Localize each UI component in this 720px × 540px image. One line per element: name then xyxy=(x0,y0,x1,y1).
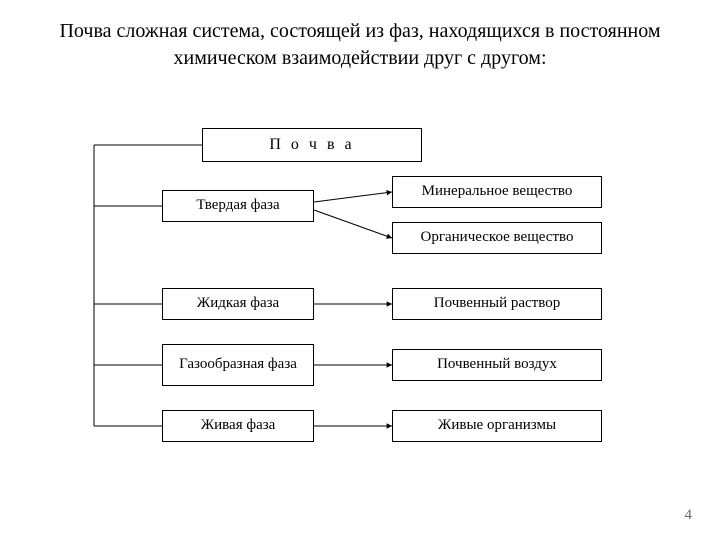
node-liquid: Жидкая фаза xyxy=(162,288,314,320)
node-gas: Газообразная фаза xyxy=(162,344,314,386)
page-title: Почва сложная система, состоящей из фаз,… xyxy=(50,18,670,72)
node-solid: Твердая фаза xyxy=(162,190,314,222)
page-number: 4 xyxy=(685,507,693,524)
node-living: Живая фаза xyxy=(162,410,314,442)
node-organisms: Живые организмы xyxy=(392,410,602,442)
node-mineral: Минеральное вещество xyxy=(392,176,602,208)
node-air: Почвенный воздух xyxy=(392,349,602,381)
node-solution: Почвенный раствор xyxy=(392,288,602,320)
node-root: П о ч в а xyxy=(202,128,422,162)
node-organic: Органическое вещество xyxy=(392,222,602,254)
soil-phases-diagram: П о ч в а Твердая фаза Минеральное веществ… xyxy=(72,128,648,468)
